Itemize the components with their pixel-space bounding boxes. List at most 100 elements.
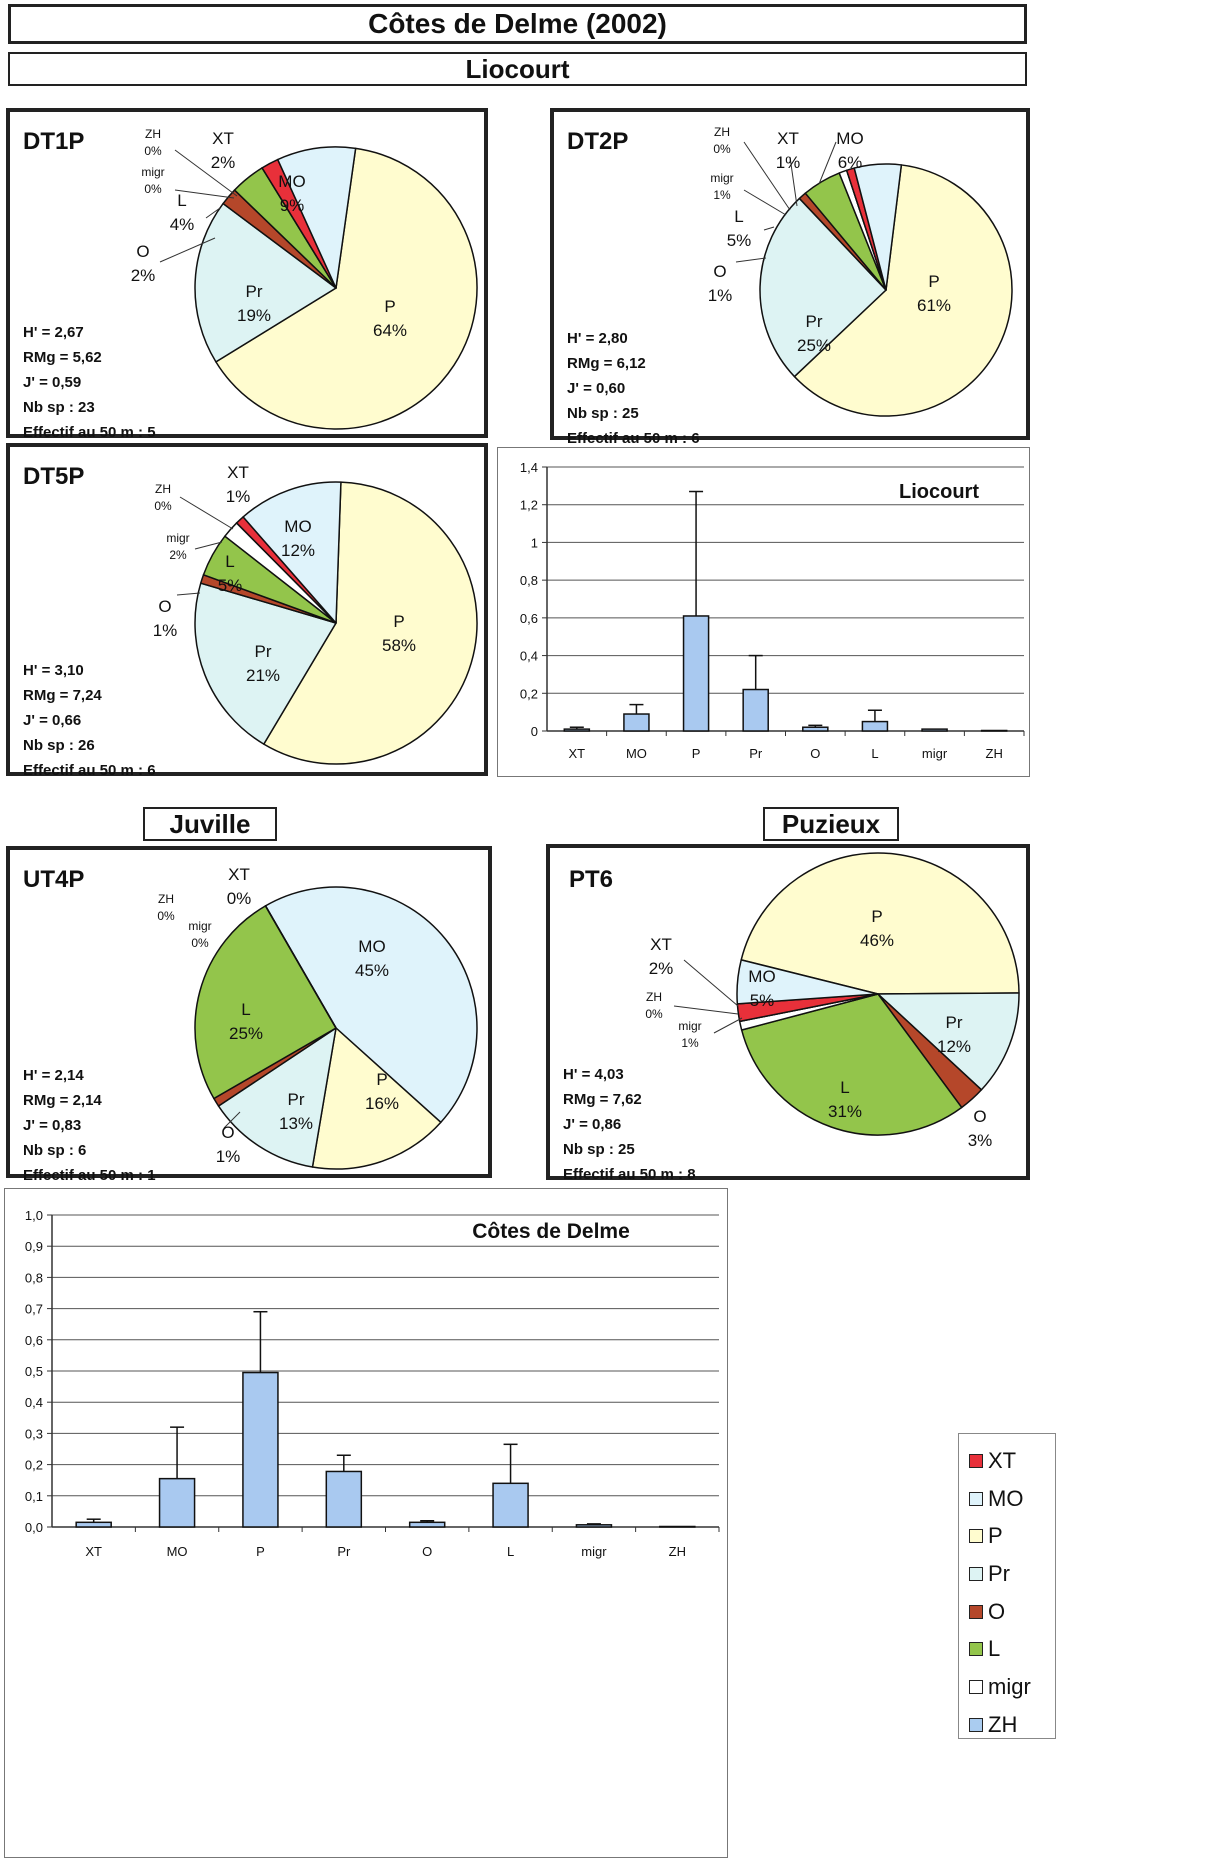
x-tick-label-pr: Pr [749, 746, 763, 761]
bar-zh [980, 729, 1008, 732]
stat-effectif: Effectif au 50 m : 8 [563, 1166, 696, 1183]
pie-label-zh: ZH [714, 125, 730, 139]
leader-line-o [159, 237, 216, 263]
pie-panel-dt1p: XT 2% MO 9% P 64% Pr 19% O 2% L 4% migr 0% ZH 0% DT1P H… [6, 108, 488, 441]
pie-label-xt: XT [227, 463, 249, 482]
stat-h-index: H' = 3,10 [23, 662, 84, 679]
pie-slice-p [263, 481, 478, 765]
pie-value-l: 5% [218, 576, 243, 595]
pie-label-xt: XT [650, 935, 672, 954]
pie-value-o: 1% [216, 1147, 241, 1166]
page-title: Côtes de Delme (2002) [8, 4, 1027, 44]
pie-label-zh: ZH [155, 482, 171, 496]
bar-o [408, 1521, 446, 1528]
pie-value-mo: 45% [355, 961, 389, 980]
pie-slice-p [793, 164, 1013, 417]
legend-swatch-mo [969, 1491, 983, 1506]
y-tick-label: 0,1 [25, 1489, 43, 1504]
stat-rmg: RMg = 2,14 [23, 1092, 102, 1109]
y-tick-label: 0,2 [25, 1458, 43, 1473]
leader-line-o [223, 1111, 241, 1129]
y-tick-label: 0,8 [520, 573, 538, 588]
pie-slice-p [311, 1027, 442, 1170]
pie-label-migr: migr [141, 165, 164, 179]
pie-value-zh: 0% [157, 909, 175, 923]
pie-label-migr: migr [166, 531, 189, 545]
legend-swatch-xt [969, 1453, 983, 1468]
pie-panel-ut4p: XT 0% MO 45% P 16% Pr 13% O 1% L 25% migr 0% ZH 0% UT4P… [6, 846, 492, 1184]
pie-slice-xt [264, 905, 337, 1029]
pie-value-o: 3% [968, 1131, 993, 1150]
pie-label-mo: MO [284, 517, 311, 536]
legend-item-o: O [969, 1593, 1045, 1631]
pie-slices-pt6 [736, 852, 1020, 1136]
legend-item-mo: MO [969, 1480, 1045, 1518]
y-tick-label: 0,2 [520, 686, 538, 701]
leader-line-o [735, 257, 767, 263]
pie-label-migr: migr [710, 171, 733, 185]
pie-value-xt: 1% [776, 153, 801, 172]
x-tick-label-o: O [422, 1544, 432, 1559]
x-tick-label-xt: XT [85, 1544, 102, 1559]
pie-value-l: 4% [170, 215, 195, 234]
pie-label-l: L [734, 207, 743, 226]
section-title-puzieux: Puzieux [763, 807, 899, 841]
leader-line-xt [683, 959, 739, 1007]
section-title-juville-text: Juville [169, 808, 251, 839]
bar-pr [325, 1470, 363, 1528]
stat-j-index: J' = 0,86 [563, 1116, 622, 1133]
bar-migr [921, 728, 948, 732]
pie-slice-mo [853, 163, 903, 291]
leader-line-xt [789, 156, 798, 207]
x-tick-label-zh: ZH [986, 746, 1003, 761]
y-tick-label: 0,4 [25, 1395, 43, 1410]
station-name-dt5p: DT5P [23, 463, 85, 490]
pie-label-p: P [384, 297, 395, 316]
pie-label-migr: migr [188, 919, 211, 933]
stats-dt1p: H' = 2,67 RMg = 5,62 J' = 0,59 Nb sp : 2… [23, 320, 156, 445]
y-tick-label: 0,6 [25, 1333, 43, 1348]
pie-panel-dt2p: XT 1% MO 6% P 61% Pr 25% O 1% L 5% migr 1% ZH 0% DT2P H… [550, 108, 1030, 447]
stat-nb-sp: Nb sp : 25 [567, 405, 639, 422]
x-tick-label-zh: ZH [669, 1544, 686, 1559]
pie-label-pr: Pr [255, 642, 272, 661]
y-tick-label: 0,8 [25, 1270, 43, 1285]
stat-h-index: H' = 4,03 [563, 1066, 624, 1083]
pie-label-zh: ZH [158, 892, 174, 906]
legend-swatch-o [969, 1604, 983, 1619]
legend-label-p: P [988, 1523, 1003, 1549]
chart-title: Côtes de Delme [472, 1220, 630, 1243]
y-tick-label: 0 [531, 724, 538, 739]
pie-label-p: P [393, 612, 404, 631]
pie-slice-mo [264, 886, 478, 1124]
section-title-liocourt: Liocourt [8, 52, 1027, 86]
leader-line-l [763, 226, 775, 231]
stats-dt2p: H' = 2,80 RMg = 6,12 J' = 0,60 Nb sp : 2… [567, 326, 700, 451]
pie-chart-pt6: P 46% Pr 12% O 3% L 31% migr 1% ZH 0% XT 2% MO 5% [645, 852, 1020, 1150]
stat-rmg: RMg = 7,24 [23, 687, 102, 704]
stat-h-index: H' = 2,14 [23, 1067, 84, 1084]
x-tick-label-migr: migr [922, 746, 948, 761]
legend-label-xt: XT [988, 1447, 1017, 1473]
station-name-pt6: PT6 [569, 866, 614, 893]
stat-effectif: Effectif au 50 m : 1 [23, 1167, 156, 1184]
pie-label-xt: XT [777, 129, 799, 148]
pie-chart-dt1p: XT 2% MO 9% P 64% Pr 19% O 2% L 4% migr 0% ZH 0% [131, 127, 478, 430]
pie-label-o: O [973, 1107, 986, 1126]
y-tick-label: 1,0 [25, 1208, 43, 1223]
y-tick-label: 0,7 [25, 1302, 43, 1317]
pie-value-xt: 1% [226, 487, 251, 506]
stat-effectif: Effectif au 50 m : 6 [567, 430, 700, 447]
pie-label-migr: migr [678, 1019, 701, 1033]
x-tick-label-pr: Pr [337, 1544, 351, 1559]
pie-label-l: L [840, 1078, 849, 1097]
leader-line-zh [179, 496, 234, 530]
y-tick-label: 1,4 [520, 460, 538, 475]
x-tick-label-xt: XT [569, 746, 586, 761]
stat-nb-sp: Nb sp : 25 [563, 1141, 635, 1158]
station-name-ut4p: UT4P [23, 866, 85, 893]
x-tick-label-l: L [871, 746, 878, 761]
pie-label-l: L [177, 191, 186, 210]
legend-label-l: L [988, 1636, 1001, 1662]
